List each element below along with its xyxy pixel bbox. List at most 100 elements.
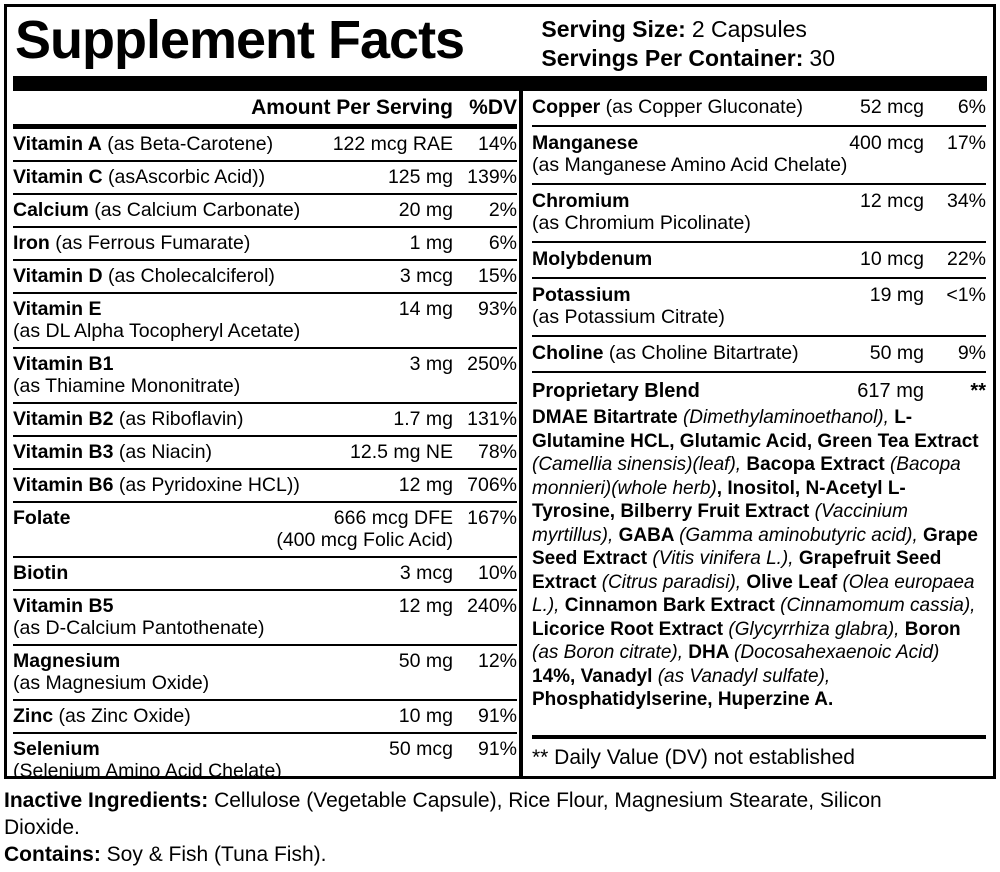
nutrient-amount: 12.5 mg NE — [350, 441, 453, 463]
servings-value: 30 — [809, 45, 835, 71]
nutrient-dv: 91% — [477, 738, 517, 760]
nutrient-dv: 22% — [946, 248, 986, 270]
nutrient-amount: 20 mg — [398, 199, 453, 221]
nutrient-detail: (as Calcium Carbonate) — [94, 199, 301, 221]
nutrient-detail: (as Cholecalciferol) — [108, 265, 275, 287]
dv-footnote: ** Daily Value (DV) not established — [532, 735, 986, 776]
nutrient-name: Vitamin B5 — [13, 595, 114, 617]
nutrient-detail: (as Chromium Picolinate) — [532, 212, 751, 234]
nutrient-dv: 12% — [477, 650, 517, 672]
nutrient-dv: 91% — [477, 705, 517, 727]
nutrient-dv: 131% — [467, 408, 517, 430]
label-footer: Inactive Ingredients: Cellulose (Vegetab… — [4, 787, 996, 868]
nutrient-dv: 250% — [467, 353, 517, 375]
nutrient-dv: 17% — [946, 132, 986, 154]
nutrient-amount: 12 mcg — [860, 190, 924, 212]
nutrient-name: Calcium — [13, 199, 89, 221]
serving-size-line: Serving Size: 2 Capsules — [541, 15, 835, 44]
nutrient-row: Choline (as Choline Bitartrate) 50 mg 9% — [532, 337, 986, 373]
nutrient-detail: (as Zinc Oxide) — [58, 705, 191, 727]
nutrient-amount: 666 mcg DFE — [333, 507, 453, 529]
nutrient-detail: (as Pyridoxine HCL)) — [118, 474, 300, 496]
supplement-facts-panel: Supplement Facts Serving Size: 2 Capsules… — [4, 4, 996, 779]
nutrient-row: Chromium 12 mcg 34% (as Chromium Picolin… — [532, 185, 986, 243]
nutrient-dv: <1% — [946, 284, 986, 306]
serving-size-label: Serving Size: — [541, 16, 686, 42]
nutrient-amount: 10 mg — [398, 705, 453, 727]
nutrient-row: Iron (as Ferrous Fumarate) 1 mg 6% — [13, 228, 517, 261]
nutrient-detail: (as Thiamine Mononitrate) — [13, 375, 241, 397]
blend-dv-asterisks: ** — [970, 380, 986, 402]
nutrient-dv: 15% — [477, 265, 517, 287]
nutrient-dv: 10% — [477, 562, 517, 584]
nutrient-name: Vitamin B6 — [13, 474, 114, 496]
nutrient-name: Selenium — [13, 738, 100, 760]
right-column: Copper (as Copper Gluconate) 52 mcg 6% M… — [523, 91, 993, 776]
nutrient-row: Vitamin B3 (as Niacin) 12.5 mg NE 78% — [13, 437, 517, 470]
nutrient-row: Vitamin B1 3 mg 250% (as Thiamine Mononi… — [13, 349, 517, 404]
nutrient-amount: 52 mcg — [860, 96, 924, 118]
nutrient-dv: 706% — [467, 474, 517, 496]
nutrient-name: Zinc — [13, 705, 54, 727]
serving-info: Serving Size: 2 Capsules Servings Per Con… — [541, 9, 985, 73]
nutrient-name: Vitamin E — [13, 298, 102, 320]
nutrient-amount: 19 mg — [869, 284, 924, 306]
nutrient-dv: 6% — [957, 96, 986, 118]
nutrient-dv: 6% — [488, 232, 517, 254]
nutrient-dv: 240% — [467, 595, 517, 617]
nutrient-detail: (as DL Alpha Tocopheryl Acetate) — [13, 320, 301, 342]
amount-per-serving-header: Amount Per Serving — [251, 96, 453, 119]
nutrient-amount: 125 mg — [387, 166, 453, 188]
proprietary-blend-header: Proprietary Blend 617 mg ** — [532, 379, 986, 403]
nutrient-dv: 2% — [488, 199, 517, 221]
nutrient-name: Vitamin A — [13, 133, 102, 155]
nutrient-amount: 10 mcg — [860, 248, 924, 270]
nutrient-detail: (as Magnesium Oxide) — [13, 672, 210, 694]
nutrient-amount: 122 mcg RAE — [332, 133, 453, 155]
blend-ingredients-text: DMAE Bitartrate (Dimethylaminoethanol), … — [532, 407, 979, 710]
nutrient-detail: (as Riboflavin) — [118, 408, 244, 430]
contains-line: Contains: Soy & Fish (Tuna Fish). — [4, 841, 954, 868]
nutrient-name: Chromium — [532, 190, 630, 212]
nutrient-name: Magnesium — [13, 650, 121, 672]
panel-title: Supplement Facts — [15, 10, 465, 70]
nutrient-name: Choline — [532, 342, 604, 364]
nutrient-amount: 3 mcg — [399, 265, 453, 287]
facts-columns: Amount Per Serving %DV Vitamin A (as Bet… — [7, 91, 993, 776]
serving-size-value: 2 Capsules — [691, 16, 807, 42]
nutrient-dv: 34% — [946, 190, 986, 212]
header-divider-bar — [13, 76, 987, 91]
proprietary-blend-section: Proprietary Blend 617 mg ** DMAE Bitartr… — [532, 373, 986, 735]
nutrient-detail: (as Potassium Citrate) — [532, 306, 725, 328]
nutrient-detail: (as Manganese Amino Acid Chelate) — [532, 154, 848, 176]
nutrient-dv: 9% — [957, 342, 986, 364]
nutrient-row: Vitamin B6 (as Pyridoxine HCL)) 12 mg 70… — [13, 470, 517, 503]
blend-name: Proprietary Blend — [532, 380, 700, 402]
inactive-ingredients-label: Inactive Ingredients: — [4, 789, 209, 812]
nutrient-name: Folate — [13, 507, 71, 529]
blend-amount: 617 mg — [857, 380, 924, 402]
nutrient-amount: 14 mg — [398, 298, 453, 320]
nutrient-dv: 78% — [477, 441, 517, 463]
nutrient-sub-amount: (400 mcg Folic Acid) — [276, 529, 453, 551]
nutrient-name: Vitamin B3 — [13, 441, 114, 463]
nutrient-detail: (as Beta-Carotene) — [107, 133, 274, 155]
column-header: Amount Per Serving %DV — [13, 91, 517, 129]
nutrient-row: Manganese 400 mcg 17% (as Manganese Amin… — [532, 127, 986, 185]
nutrient-amount: 400 mcg — [849, 132, 924, 154]
nutrient-row: Copper (as Copper Gluconate) 52 mcg 6% — [532, 91, 986, 127]
nutrient-row: Molybdenum 10 mcg 22% — [532, 243, 986, 279]
left-column: Amount Per Serving %DV Vitamin A (as Bet… — [7, 91, 519, 776]
nutrient-row: Calcium (as Calcium Carbonate) 20 mg 2% — [13, 195, 517, 228]
nutrient-row: Vitamin A (as Beta-Carotene) 122 mcg RAE… — [13, 129, 517, 162]
servings-per-container-line: Servings Per Container: 30 — [541, 44, 835, 73]
nutrient-amount: 50 mg — [869, 342, 924, 364]
nutrient-row: Vitamin B2 (as Riboflavin) 1.7 mg 131% — [13, 404, 517, 437]
nutrient-amount: 1 mg — [409, 232, 453, 254]
inactive-ingredients-value: Cellulose (Vegetable Capsule), Rice Flou… — [4, 789, 882, 839]
dv-header: %DV — [469, 96, 517, 119]
nutrient-name: Vitamin D — [13, 265, 103, 287]
nutrient-row: Magnesium 50 mg 12% (as Magnesium Oxide) — [13, 646, 517, 701]
nutrient-dv: 14% — [477, 133, 517, 155]
nutrient-amount: 1.7 mg — [393, 408, 453, 430]
